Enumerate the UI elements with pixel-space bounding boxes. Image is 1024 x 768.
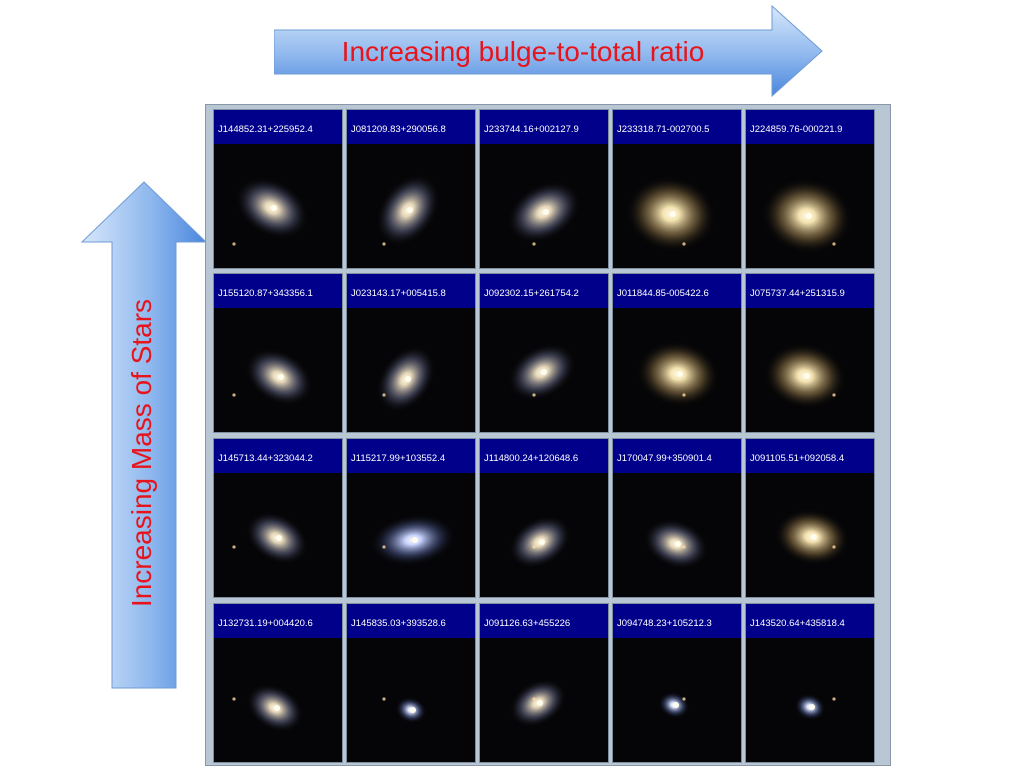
galaxy-image (480, 308, 608, 432)
galaxy-image (214, 308, 342, 432)
galaxy-id-label: J081209.83+290056.8 (347, 110, 475, 144)
galaxy-image (347, 144, 475, 268)
galaxy-id-label: J145713.44+323044.2 (214, 439, 342, 473)
galaxy-id-label: J143520.64+435818.4 (746, 604, 874, 638)
galaxy-cell: J092302.15+261754.2 (479, 273, 609, 433)
galaxy-grid: J144852.31+225952.4 J081209.83+290056.8 J2… (205, 104, 891, 766)
galaxy-cell: J023143.17+005415.8 (346, 273, 476, 433)
galaxy-cell: J081209.83+290056.8 (346, 109, 476, 269)
galaxy-image (746, 144, 874, 268)
vertical-axis-label: Increasing Mass of Stars (126, 298, 157, 608)
galaxy-image (214, 638, 342, 762)
galaxy-id-label: J170047.99+350901.4 (613, 439, 741, 473)
galaxy-cell: J132731.19+004420.6 (213, 603, 343, 763)
galaxy-id-label: J115217.99+103552.4 (347, 439, 475, 473)
galaxy-id-label: J023143.17+005415.8 (347, 274, 475, 308)
galaxy-id-label: J011844.85-005422.6 (613, 274, 741, 308)
galaxy-cell: J143520.64+435818.4 (745, 603, 875, 763)
horizontal-axis-label: Increasing bulge-to-total ratio (341, 36, 705, 67)
vertical-arrow (80, 181, 208, 689)
galaxy-image (214, 473, 342, 597)
galaxy-cell: J144852.31+225952.4 (213, 109, 343, 269)
galaxy-cell: J094748.23+105212.3 (612, 603, 742, 763)
galaxy-cell: J115217.99+103552.4 (346, 438, 476, 598)
galaxy-id-label: J075737.44+251315.9 (746, 274, 874, 308)
galaxy-id-label: J132731.19+004420.6 (214, 604, 342, 638)
galaxy-id-label: J144852.31+225952.4 (214, 110, 342, 144)
galaxy-cell: J145713.44+323044.2 (213, 438, 343, 598)
galaxy-image (746, 638, 874, 762)
galaxy-cell: J170047.99+350901.4 (612, 438, 742, 598)
galaxy-image (347, 638, 475, 762)
galaxy-id-label: J092302.15+261754.2 (480, 274, 608, 308)
galaxy-image (613, 473, 741, 597)
galaxy-cell: J114800.24+120648.6 (479, 438, 609, 598)
galaxy-image (480, 638, 608, 762)
galaxy-image (746, 473, 874, 597)
galaxy-cell: J233318.71-002700.5 (612, 109, 742, 269)
galaxy-cell: J091126.63+455226 (479, 603, 609, 763)
galaxy-image (347, 473, 475, 597)
galaxy-cell: J145835.03+393528.6 (346, 603, 476, 763)
galaxy-id-label: J114800.24+120648.6 (480, 439, 608, 473)
galaxy-id-label: J091105.51+092058.4 (746, 439, 874, 473)
galaxy-cell: J224859.76-000221.9 (745, 109, 875, 269)
galaxy-cell: J233744.16+002127.9 (479, 109, 609, 269)
galaxy-image (613, 144, 741, 268)
galaxy-id-label: J155120.87+343356.1 (214, 274, 342, 308)
galaxy-id-label: J224859.76-000221.9 (746, 110, 874, 144)
galaxy-image (480, 144, 608, 268)
galaxy-cell: J011844.85-005422.6 (612, 273, 742, 433)
galaxy-image (480, 473, 608, 597)
galaxy-image (347, 308, 475, 432)
galaxy-cell: J091105.51+092058.4 (745, 438, 875, 598)
galaxy-id-label: J145835.03+393528.6 (347, 604, 475, 638)
galaxy-image (214, 144, 342, 268)
galaxy-id-label: J233318.71-002700.5 (613, 110, 741, 144)
galaxy-image (746, 308, 874, 432)
galaxy-id-label: J094748.23+105212.3 (613, 604, 741, 638)
galaxy-id-label: J233744.16+002127.9 (480, 110, 608, 144)
galaxy-cell: J155120.87+343356.1 (213, 273, 343, 433)
galaxy-image (613, 308, 741, 432)
horizontal-arrow (274, 4, 823, 98)
galaxy-id-label: J091126.63+455226 (480, 604, 608, 638)
galaxy-image (613, 638, 741, 762)
galaxy-cell: J075737.44+251315.9 (745, 273, 875, 433)
